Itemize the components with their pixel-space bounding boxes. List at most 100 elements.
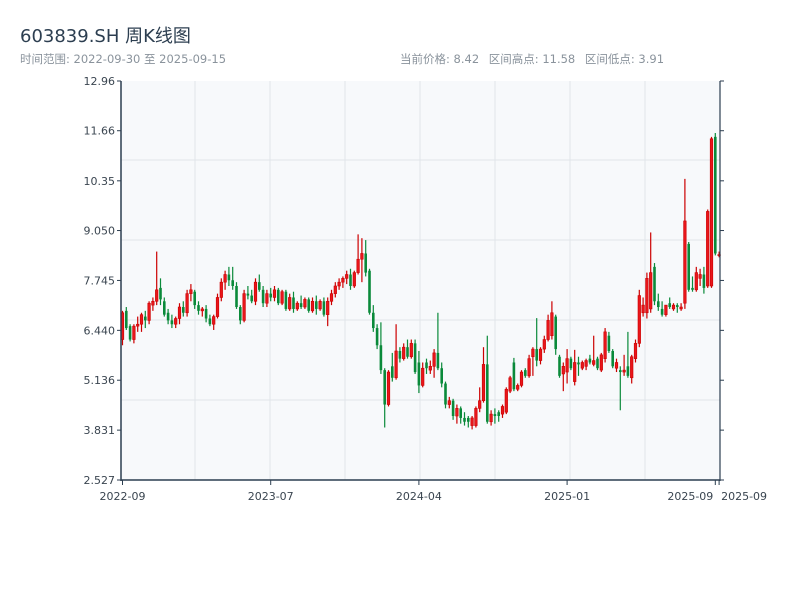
candle-down: [261, 285, 265, 308]
candle-body: [413, 343, 417, 373]
candle-body: [322, 301, 326, 315]
candle-down: [425, 358, 428, 374]
candle-down: [657, 293, 660, 311]
candle-body: [508, 377, 512, 392]
candle-body: [633, 343, 638, 359]
candle-body: [607, 335, 611, 352]
candle-body: [542, 339, 546, 350]
candle-body: [185, 293, 189, 314]
candle-body: [239, 307, 242, 321]
candle-body: [565, 358, 569, 373]
candle-up: [360, 238, 364, 283]
candle-body: [208, 318, 212, 325]
candle-body: [394, 350, 398, 379]
candle-up: [630, 354, 634, 384]
y-tick-label: 2.527: [84, 474, 116, 487]
candle-body: [204, 308, 208, 319]
candle-body: [177, 306, 182, 319]
candle-body: [687, 243, 690, 290]
candle-body: [546, 320, 550, 340]
candle-down: [524, 368, 527, 378]
candle-body: [391, 366, 394, 378]
candle-body: [246, 293, 250, 296]
candle-body: [577, 362, 580, 365]
candle-body: [155, 289, 159, 302]
candle-down: [436, 312, 440, 371]
candle-body: [709, 138, 714, 287]
candle-body: [307, 299, 310, 311]
candle-up: [637, 289, 641, 348]
candle-up: [455, 404, 459, 424]
candle-body: [524, 370, 527, 376]
candle-body: [292, 297, 295, 309]
candle-body: [200, 308, 204, 312]
candle-body: [440, 368, 443, 384]
candle-down: [467, 416, 470, 428]
candle-body: [459, 408, 462, 418]
candle-up: [565, 349, 569, 384]
candle-up: [481, 347, 486, 403]
candle-down: [554, 314, 557, 355]
candle-down: [691, 276, 694, 292]
candle-body: [132, 325, 136, 340]
candle-body: [630, 356, 634, 379]
candle-body: [277, 289, 280, 304]
candle-down: [413, 339, 417, 374]
candle-down: [144, 310, 147, 329]
candle-up: [310, 297, 315, 313]
candle-down: [596, 356, 599, 371]
candle-down: [558, 354, 561, 378]
candle-body: [706, 211, 710, 287]
candle-up: [683, 178, 687, 309]
candle-body: [714, 136, 717, 254]
x-tick-label: 2024-04: [396, 490, 442, 503]
y-tick-label: 12.96: [84, 75, 116, 88]
candle-body: [535, 349, 538, 361]
candle-body: [398, 351, 402, 359]
candle-up: [641, 297, 645, 317]
candle-body: [166, 312, 170, 321]
candle-body: [657, 301, 660, 308]
candle-down: [193, 289, 196, 309]
y-tick-label: 9.050: [84, 225, 116, 238]
candle-up: [318, 299, 322, 311]
candle-up: [478, 387, 482, 413]
candle-up: [333, 282, 337, 298]
candle-up: [649, 232, 653, 313]
candle-body: [580, 362, 584, 369]
candle-up: [592, 335, 596, 367]
candle-up: [394, 324, 398, 380]
candle-body: [349, 274, 352, 286]
candle-down: [227, 266, 231, 286]
candle-body: [197, 305, 200, 311]
candle-body: [486, 364, 489, 422]
candle-body: [139, 314, 144, 325]
candle-up: [470, 416, 474, 430]
y-tick-label: 10.35: [84, 175, 116, 188]
candle-down: [197, 301, 200, 315]
candle-up: [679, 303, 683, 311]
x-tick-label: 2025-09: [667, 490, 713, 503]
candle-up: [546, 314, 550, 342]
candle-body: [219, 281, 223, 298]
candle-body: [315, 301, 318, 309]
candle-body: [592, 360, 596, 365]
candle-up: [550, 301, 554, 340]
candle-up: [538, 347, 543, 365]
candle-up: [242, 289, 246, 323]
candle-up: [265, 289, 269, 308]
candle-down: [668, 297, 671, 309]
candle-body: [193, 291, 196, 306]
candle-up: [519, 370, 524, 388]
candle-down: [459, 406, 462, 424]
candle-up: [573, 349, 577, 386]
candle-body: [174, 318, 178, 325]
candle-up: [303, 297, 307, 309]
range-low: 区间低点: 3.91: [584, 52, 665, 66]
candle-down: [417, 351, 421, 394]
candle-body: [303, 299, 307, 308]
candle-body: [637, 295, 641, 344]
candle-body: [512, 362, 516, 390]
candle-up: [136, 316, 140, 332]
candle-body: [489, 413, 493, 423]
